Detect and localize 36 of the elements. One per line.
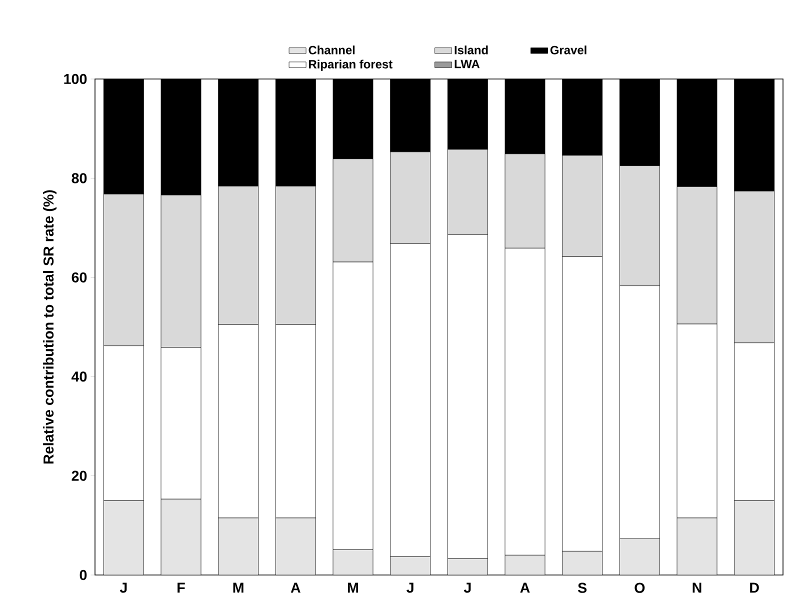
x-tick-label: A — [520, 582, 530, 593]
x-tick-label: F — [178, 582, 185, 593]
bar — [505, 555, 546, 575]
bar — [677, 518, 718, 575]
x-tick-label: J — [464, 582, 471, 593]
x-tick-label: N — [692, 582, 702, 593]
y-tick-label: 0 — [80, 570, 87, 580]
y-axis-title: Relative contribution to total SR rate (%) — [43, 190, 56, 464]
legend-label: Channel — [308, 46, 355, 54]
bar — [218, 518, 258, 575]
x-tick-label: D — [750, 582, 759, 593]
x-tick-label: M — [233, 582, 244, 593]
bar — [276, 518, 316, 575]
y-tick-label: 40 — [71, 372, 87, 382]
bar — [333, 550, 374, 575]
x-tick-label: A — [290, 582, 300, 593]
bar — [161, 499, 202, 575]
y-tick-label: 80 — [72, 173, 87, 184]
bar — [562, 551, 602, 575]
bar — [620, 538, 660, 575]
y-tick-label: 60 — [72, 272, 87, 282]
bar — [104, 500, 144, 575]
bar — [390, 556, 430, 575]
legend-label: Gravel — [550, 46, 586, 54]
x-tick-label: M — [348, 582, 358, 593]
y-tick-label: 100 — [64, 74, 87, 84]
bar — [448, 558, 488, 575]
x-tick-label: S — [578, 582, 587, 593]
bar — [734, 500, 775, 575]
legend-label: Riparian forest — [309, 60, 392, 71]
x-tick-label: J — [406, 582, 414, 593]
y-tick-label: 20 — [72, 470, 87, 481]
legend-label: LWA — [454, 60, 480, 68]
x-tick-label: J — [120, 582, 127, 593]
x-tick-label: O — [634, 582, 645, 593]
legend-label: Island — [454, 46, 488, 54]
